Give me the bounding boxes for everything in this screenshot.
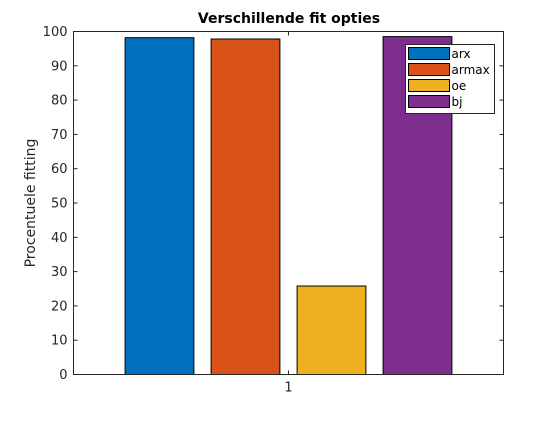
y-tick-label: 40: [51, 231, 68, 246]
y-tick-label: 60: [51, 162, 68, 177]
legend-label-armax: armax: [452, 63, 490, 77]
legend-label-arx: arx: [452, 47, 471, 61]
y-tick-label: 30: [51, 265, 68, 280]
y-axis-label: Procentuele fitting: [23, 139, 39, 268]
bar-arx: [124, 37, 195, 375]
legend-swatch-arx: [408, 47, 450, 60]
chart-title: Verschillende fit opties: [198, 11, 380, 27]
y-tick-label: 20: [51, 299, 68, 314]
x-tick-label: 1: [284, 381, 292, 396]
y-tick-label: 10: [51, 334, 68, 349]
legend-label-bj: bj: [452, 95, 463, 109]
legend-swatch-armax: [408, 63, 450, 76]
y-ticks-group: 0 10 20 30 40 50 60 70 80 90 100: [43, 25, 504, 383]
y-tick-label: 80: [51, 94, 68, 109]
bar-armax: [210, 38, 281, 375]
y-tick-label: 70: [51, 128, 68, 143]
y-tick-label: 100: [43, 25, 68, 40]
bars-group: [124, 36, 453, 375]
y-tick-label: 0: [59, 368, 67, 383]
legend: arx armax oe bj: [405, 44, 495, 114]
legend-swatch-bj: [408, 95, 450, 108]
x-ticks-group: 1: [284, 31, 293, 396]
y-tick-label: 90: [51, 59, 68, 74]
bar-oe: [296, 285, 367, 375]
legend-label-oe: oe: [452, 79, 467, 93]
y-tick-label: 50: [51, 197, 68, 212]
legend-swatch-oe: [408, 79, 450, 92]
